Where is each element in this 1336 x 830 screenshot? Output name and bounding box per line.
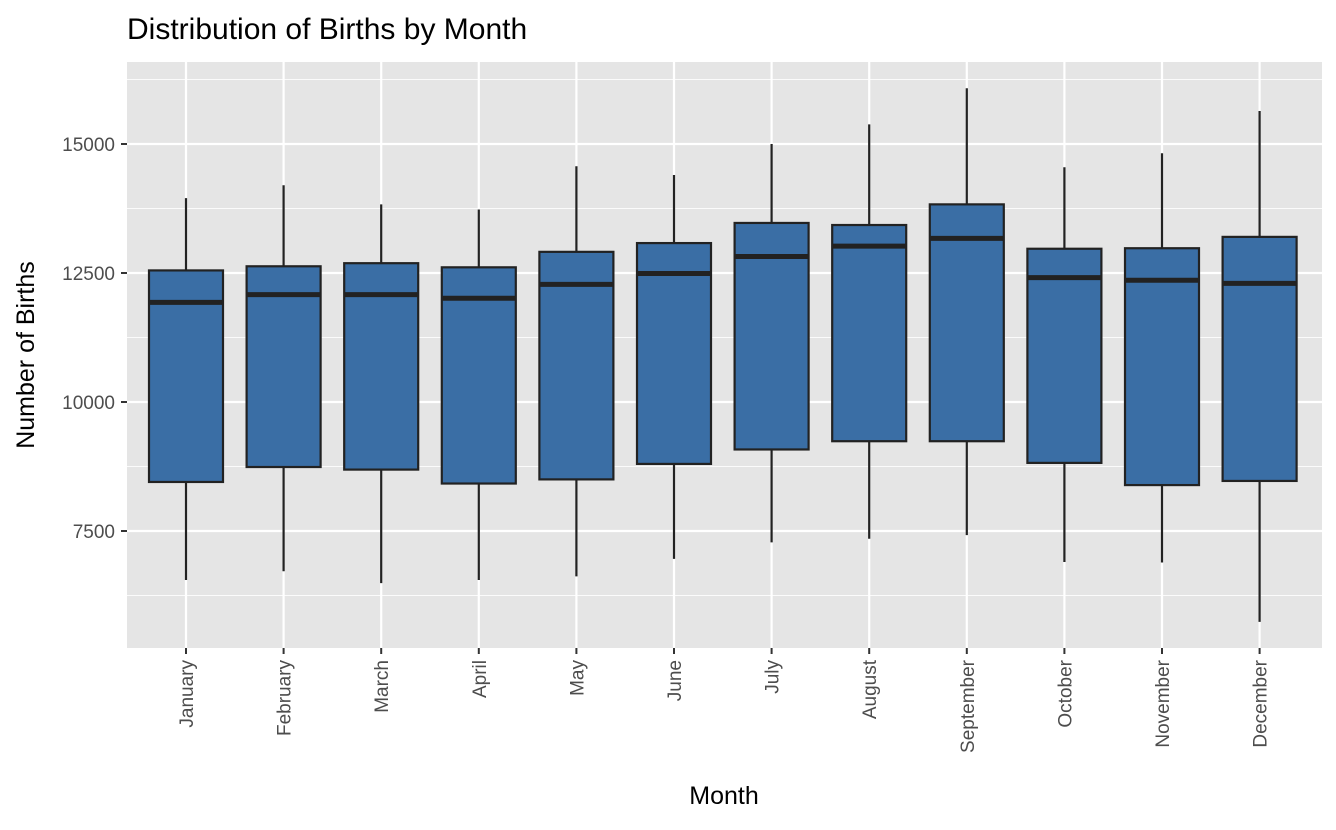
y-tick-label: 15000: [62, 135, 115, 156]
iqr-box: [1026, 247, 1103, 464]
iqr-box: [538, 250, 615, 481]
iqr-box: [1123, 247, 1201, 487]
x-tick-label: May: [567, 660, 588, 696]
x-tick-label: July: [763, 660, 784, 694]
x-tick-label: June: [665, 660, 686, 701]
iqr-box: [831, 223, 908, 443]
x-tick-label: December: [1251, 659, 1272, 747]
x-tick-label: February: [275, 660, 296, 737]
box-may: [538, 166, 615, 577]
box-october: [1026, 167, 1103, 562]
x-tick-label: September: [958, 659, 979, 753]
box-august: [831, 124, 908, 539]
box-november: [1123, 153, 1201, 563]
iqr-box: [635, 241, 713, 466]
box-january: [147, 198, 225, 581]
box-december: [1221, 110, 1298, 622]
chart-title: Distribution of Births by Month: [127, 13, 527, 46]
iqr-box: [147, 269, 225, 484]
iqr-box: [245, 265, 322, 469]
box-march: [343, 204, 420, 584]
iqr-box: [733, 221, 810, 451]
iqr-box: [1221, 235, 1298, 483]
y-axis-label: Number of Births: [12, 261, 40, 449]
box-april: [440, 209, 517, 581]
box-series: [147, 88, 1298, 622]
iqr-box: [343, 262, 420, 471]
y-tick-label: 10000: [62, 393, 115, 414]
y-tick-label: 12500: [62, 264, 115, 285]
x-tick-label: October: [1055, 659, 1076, 727]
x-axis: January February March April May June July Augu…: [177, 648, 1272, 753]
y-tick-label: 7500: [73, 522, 115, 543]
x-tick-label: April: [470, 660, 491, 698]
box-june: [635, 174, 713, 559]
x-axis-label: Month: [689, 782, 758, 810]
x-tick-label: March: [372, 660, 393, 713]
x-tick-label: August: [860, 659, 881, 719]
minor-gridlines: [127, 78, 1322, 597]
iqr-box: [440, 266, 517, 485]
y-axis: 7500 10000 12500 15000: [62, 135, 127, 543]
iqr-box: [928, 203, 1005, 443]
x-tick-label: January: [177, 660, 198, 728]
box-september: [928, 88, 1005, 536]
x-tick-label: November: [1153, 659, 1174, 747]
box-february: [245, 185, 322, 572]
box-july: [733, 144, 810, 543]
plot-panel: [127, 62, 1322, 648]
